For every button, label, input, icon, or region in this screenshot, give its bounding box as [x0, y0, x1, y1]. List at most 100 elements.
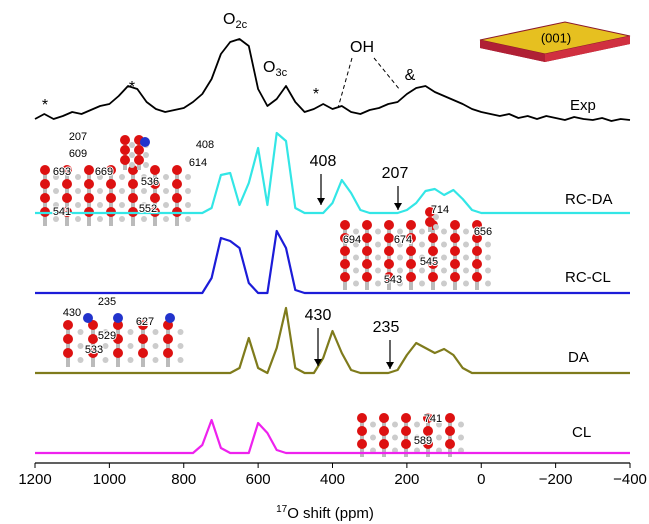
atom	[419, 242, 425, 248]
atom	[113, 313, 123, 323]
atom	[129, 152, 135, 158]
atom	[384, 246, 394, 256]
arrow-head	[394, 203, 402, 210]
atom	[185, 216, 191, 222]
atom	[106, 193, 116, 203]
atom	[485, 242, 491, 248]
atom	[463, 281, 469, 287]
atom	[103, 343, 109, 349]
atom	[128, 179, 138, 189]
atom	[362, 233, 372, 243]
atom	[128, 193, 138, 203]
atom	[458, 435, 464, 441]
atom	[485, 255, 491, 261]
atom	[362, 220, 372, 230]
atom	[119, 174, 125, 180]
atom	[375, 268, 381, 274]
oh-pointer	[338, 58, 352, 108]
x-tick-label: 1000	[93, 471, 126, 488]
atom	[53, 188, 59, 194]
atom	[428, 246, 438, 256]
atom	[163, 202, 169, 208]
atom	[163, 174, 169, 180]
atom	[129, 162, 135, 168]
atom	[384, 220, 394, 230]
atom	[375, 229, 381, 235]
atom	[185, 174, 191, 180]
atom	[353, 255, 359, 261]
atom	[441, 242, 447, 248]
atom	[63, 334, 73, 344]
atom	[120, 135, 130, 145]
atom	[185, 188, 191, 194]
atom	[138, 334, 148, 344]
atom	[445, 426, 455, 436]
x-tick-label: −200	[539, 471, 573, 488]
atom	[106, 179, 116, 189]
atom	[450, 272, 460, 282]
atom	[185, 202, 191, 208]
atom	[379, 426, 389, 436]
atom	[458, 422, 464, 428]
atom	[113, 348, 123, 358]
atom	[103, 357, 109, 363]
spectrum	[35, 420, 630, 453]
atom	[472, 272, 482, 282]
atom	[362, 246, 372, 256]
atom	[97, 216, 103, 222]
atom	[379, 413, 389, 423]
arrow-head	[386, 362, 394, 369]
atom	[472, 259, 482, 269]
atom-label: 533	[85, 344, 103, 356]
arrow-head	[317, 198, 325, 205]
atom	[163, 188, 169, 194]
chart: (001) 120010008006004002000−200−40017O s…	[0, 0, 649, 524]
atom	[172, 193, 182, 203]
atom	[401, 413, 411, 423]
atom	[375, 255, 381, 261]
atom	[375, 242, 381, 248]
peak-label-sub: 3c	[275, 67, 287, 79]
atom	[141, 216, 147, 222]
atom	[384, 259, 394, 269]
atom	[433, 224, 439, 230]
atom	[150, 165, 160, 175]
atom	[163, 334, 173, 344]
atom	[40, 179, 50, 189]
atom-label: 207	[69, 131, 87, 143]
atom-label: 674	[394, 234, 412, 246]
atom	[84, 179, 94, 189]
atom	[165, 313, 175, 323]
atom	[450, 233, 460, 243]
atom	[78, 357, 84, 363]
atom-label: 714	[431, 204, 449, 216]
atom	[120, 145, 130, 155]
atom	[419, 229, 425, 235]
atom	[178, 329, 184, 335]
atom	[441, 255, 447, 261]
atom	[370, 435, 376, 441]
atom	[134, 155, 144, 165]
atom	[141, 188, 147, 194]
atom-label: 430	[63, 307, 81, 319]
peak-label: *	[129, 79, 135, 96]
atom	[428, 233, 438, 243]
atom	[128, 343, 134, 349]
atom	[153, 357, 159, 363]
atom	[340, 246, 350, 256]
x-tick-label: 200	[394, 471, 419, 488]
x-tick-label: 800	[171, 471, 196, 488]
atom	[163, 348, 173, 358]
atom	[178, 343, 184, 349]
peak-label: *	[42, 97, 48, 114]
atom-label: 541	[53, 206, 71, 218]
atom	[97, 202, 103, 208]
x-tick-label: −400	[613, 471, 647, 488]
atom	[397, 255, 403, 261]
atom	[119, 216, 125, 222]
series-label: Exp	[570, 97, 596, 114]
atom-label: 609	[69, 148, 87, 160]
atom	[357, 413, 367, 423]
atom-label: 694	[343, 234, 361, 246]
atom	[463, 268, 469, 274]
